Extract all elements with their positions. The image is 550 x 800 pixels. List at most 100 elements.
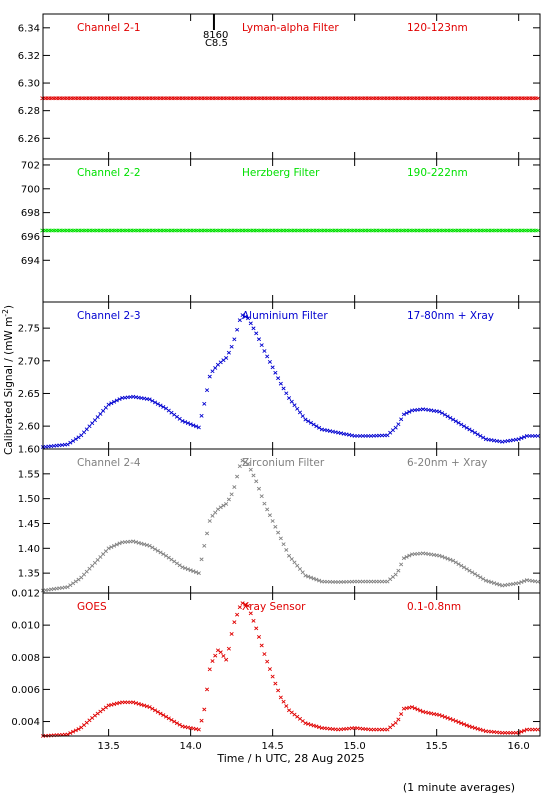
data-point — [276, 688, 281, 693]
data-point — [451, 558, 456, 563]
data-point — [459, 721, 464, 726]
data-point — [210, 513, 215, 518]
y-tick-label: 1.55 — [18, 469, 40, 480]
panel-label: Channel 2-1 — [77, 22, 141, 34]
data-point — [456, 420, 461, 425]
data-point — [481, 576, 486, 581]
data-point — [445, 715, 450, 720]
data-point — [453, 419, 458, 424]
x-tick-label: 15.0 — [344, 741, 366, 752]
data-point — [174, 721, 180, 726]
data-point — [101, 552, 106, 557]
data-point — [142, 703, 147, 708]
data-point — [256, 634, 262, 639]
data-point — [497, 582, 502, 587]
data-point — [112, 399, 117, 404]
data-point — [472, 430, 477, 435]
data-point — [475, 573, 480, 578]
data-point — [106, 546, 111, 551]
data-point — [396, 717, 401, 722]
data-point — [494, 581, 499, 586]
x-axis-label: Time / h UTC, 28 Aug 2025 — [216, 752, 364, 765]
data-point — [470, 570, 475, 575]
data-point — [71, 438, 76, 443]
panel-frame — [42, 13, 541, 160]
data-point — [235, 327, 240, 332]
data-point — [489, 580, 494, 585]
data-point — [158, 550, 163, 555]
data-point — [396, 568, 401, 573]
data-point — [71, 729, 76, 734]
data-point — [467, 724, 472, 729]
data-point — [481, 435, 486, 440]
series-3 — [40, 313, 540, 449]
data-point — [207, 519, 212, 523]
y-tick-label: 700 — [21, 184, 40, 195]
y-tick-label: 6.26 — [18, 134, 40, 145]
data-point — [404, 554, 409, 559]
y-tick-label: 2.60 — [18, 422, 40, 433]
event-id: 8160 — [203, 30, 228, 41]
data-point — [147, 543, 152, 548]
panel-label: 0.1-0.8nm — [407, 601, 461, 613]
data-point — [295, 406, 300, 411]
data-point — [73, 579, 78, 584]
data-point — [142, 542, 147, 547]
data-point — [232, 485, 237, 489]
data-point — [456, 720, 461, 725]
data-point — [226, 497, 231, 502]
series-4 — [40, 458, 540, 593]
data-point — [464, 425, 469, 430]
data-point — [202, 707, 207, 712]
panel-label: 17-80nm + Xray — [407, 310, 494, 322]
data-point — [65, 585, 70, 589]
data-point — [461, 424, 467, 429]
data-point — [267, 513, 272, 518]
data-point — [314, 424, 319, 429]
data-point — [267, 359, 272, 364]
data-point — [150, 706, 155, 711]
data-point — [522, 579, 527, 584]
data-point — [464, 723, 469, 728]
series-5 — [40, 601, 540, 738]
data-point — [270, 365, 275, 370]
data-point — [303, 721, 308, 726]
data-point — [259, 343, 264, 348]
data-point — [393, 425, 398, 430]
data-point — [161, 713, 166, 718]
data-point — [196, 727, 201, 732]
data-point — [65, 732, 70, 737]
data-point — [87, 424, 92, 429]
panel-2: 694 696 698 700 702 Channel 2-2 Herzberg Filte… — [21, 158, 541, 303]
data-point — [440, 411, 445, 415]
y-tick-label: 0.012 — [11, 589, 40, 600]
x-tick-label: 16.0 — [508, 741, 530, 752]
data-point — [472, 572, 477, 576]
data-point — [519, 729, 524, 734]
data-point — [281, 386, 286, 391]
data-point — [251, 326, 256, 331]
data-point — [311, 422, 316, 427]
data-point — [103, 549, 108, 554]
data-point — [147, 397, 152, 402]
data-point — [314, 577, 319, 582]
data-point — [262, 652, 267, 656]
data-point — [453, 719, 458, 723]
data-point — [461, 722, 467, 727]
data-point — [71, 581, 76, 586]
data-point — [92, 418, 97, 423]
data-point — [297, 567, 303, 571]
data-point — [185, 567, 190, 572]
data-point — [308, 420, 313, 425]
data-point — [243, 314, 248, 319]
y-tick-label: 1.45 — [18, 519, 40, 530]
data-point — [300, 570, 305, 575]
y-tick-label: 6.34 — [18, 23, 40, 34]
data-point — [472, 726, 477, 730]
data-point — [117, 397, 122, 402]
data-point — [98, 555, 103, 559]
data-point — [259, 494, 264, 499]
data-point — [153, 400, 158, 405]
data-point — [153, 708, 158, 713]
data-point — [475, 432, 480, 437]
